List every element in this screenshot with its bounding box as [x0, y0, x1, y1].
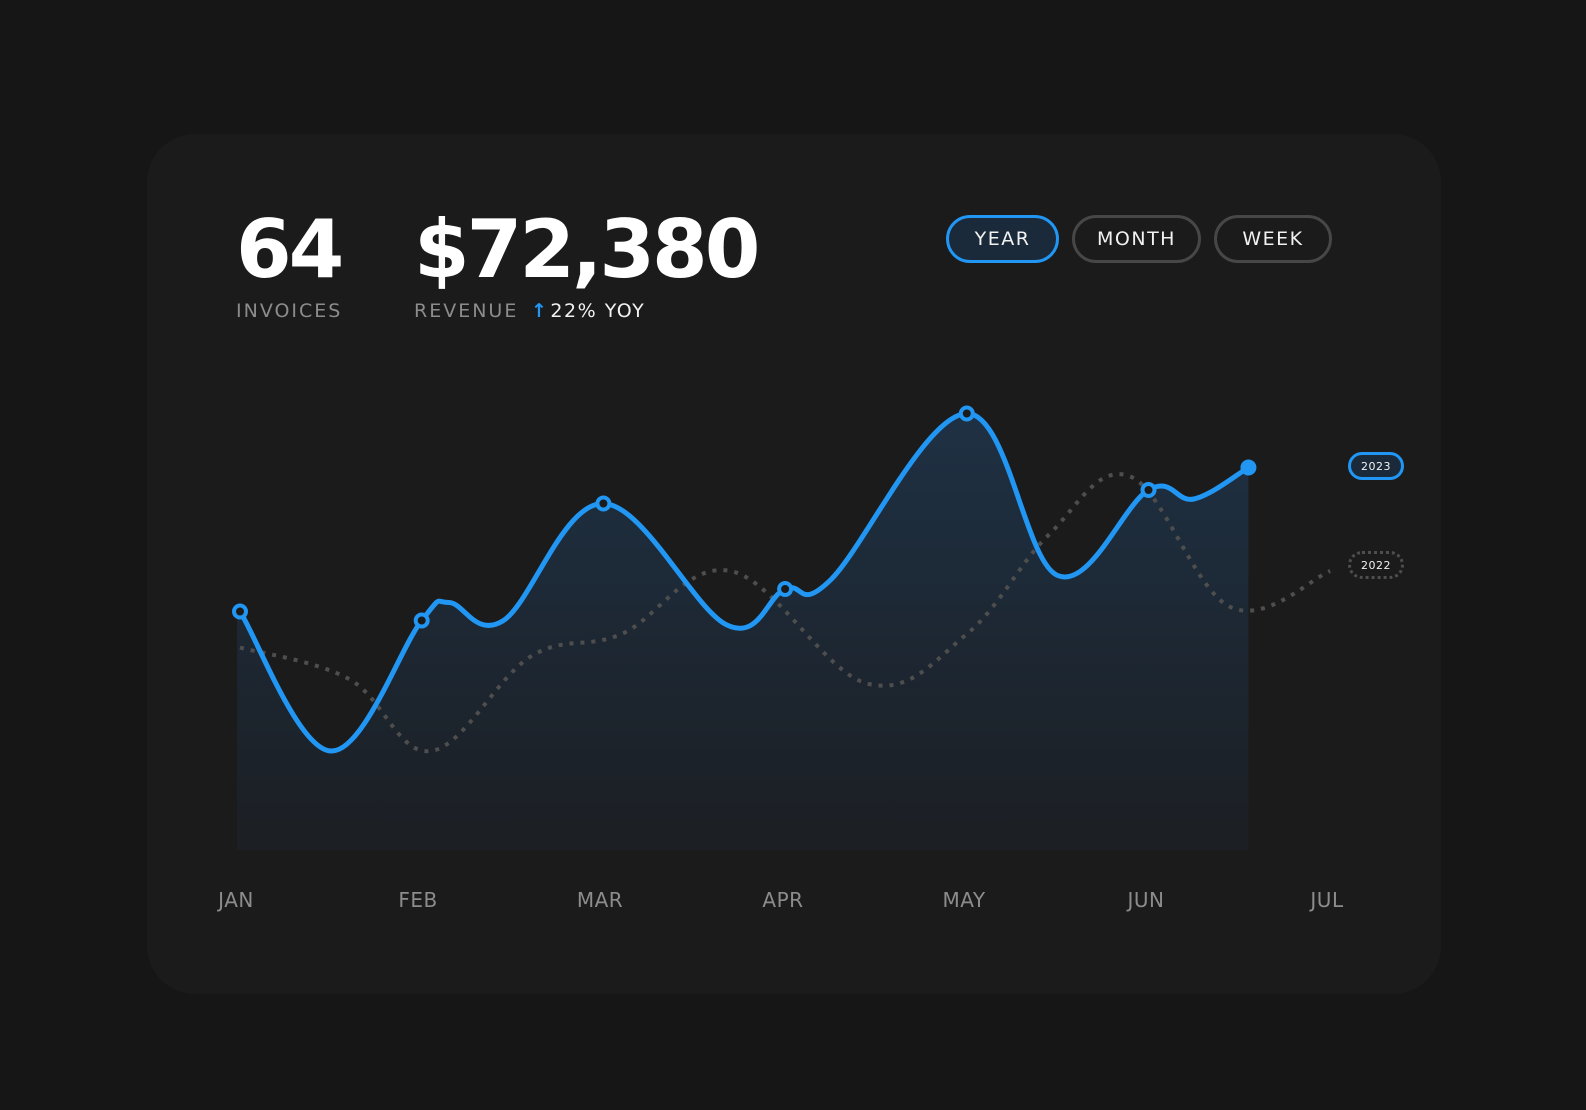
- x-label-jun: JUN: [1127, 888, 1165, 912]
- data-point-marker[interactable]: [777, 581, 794, 597]
- data-point-marker[interactable]: [1140, 482, 1157, 498]
- series-2023-markers: [232, 405, 1257, 629]
- revenue-label: REVENUE: [414, 300, 519, 322]
- invoices-label: INVOICES: [236, 300, 343, 322]
- series-2023-area: [237, 413, 1249, 850]
- tab-month[interactable]: MONTH: [1072, 215, 1201, 263]
- x-label-jul: JUL: [1310, 888, 1344, 912]
- invoices-count: 64: [236, 203, 344, 296]
- data-point-marker[interactable]: [232, 603, 248, 620]
- tab-week[interactable]: WEEK: [1214, 215, 1332, 263]
- x-label-jan: JAN: [218, 888, 254, 912]
- data-point-marker[interactable]: [413, 612, 430, 629]
- arrow-up-icon: ↑: [531, 300, 549, 322]
- yoy-text: 22% YOY: [550, 300, 646, 322]
- tab-year[interactable]: YEAR: [946, 215, 1059, 263]
- x-label-may: MAY: [942, 888, 986, 912]
- current-point-marker[interactable]: [1240, 459, 1257, 476]
- x-label-feb: FEB: [398, 888, 438, 912]
- revenue-amount: $72,380: [414, 203, 760, 296]
- x-label-apr: APR: [762, 888, 804, 912]
- yoy-change: ↑ 22% YOY: [531, 300, 645, 322]
- x-label-mar: MAR: [576, 888, 624, 912]
- data-point-marker[interactable]: [958, 405, 975, 422]
- legend-2023[interactable]: 2023: [1348, 452, 1404, 480]
- legend-2022[interactable]: 2022: [1348, 551, 1404, 579]
- data-point-marker[interactable]: [595, 495, 612, 512]
